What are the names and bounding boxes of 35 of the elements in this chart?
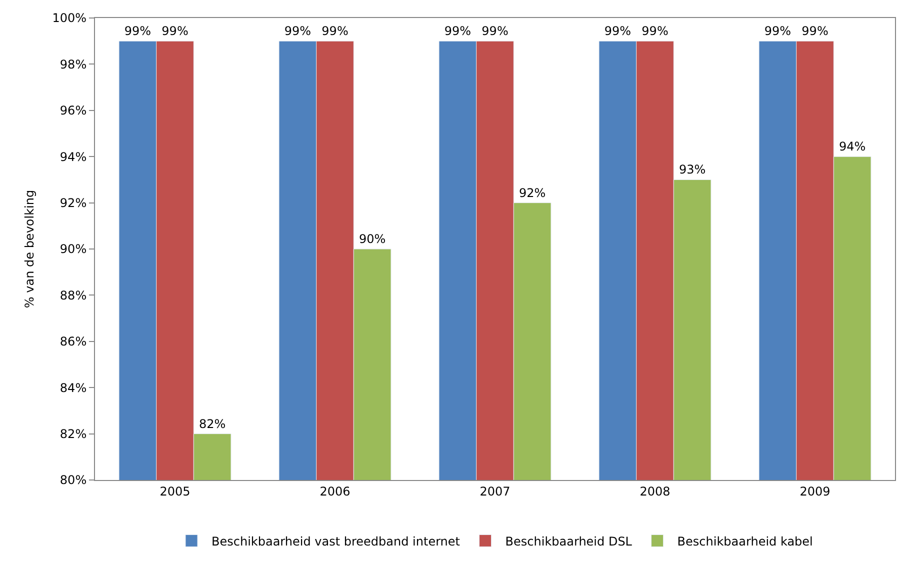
data-label: 93% xyxy=(679,162,706,177)
y-tick-label: 94% xyxy=(60,150,87,164)
data-label: 99% xyxy=(284,24,311,38)
data-label: 99% xyxy=(124,24,151,38)
y-axis-title: % van de bevolking xyxy=(22,190,37,308)
x-tick-label: 2008 xyxy=(640,484,670,498)
data-label: 92% xyxy=(519,186,546,200)
data-label: 99% xyxy=(764,24,791,38)
data-label: 99% xyxy=(642,24,668,38)
data-label: 99% xyxy=(444,24,471,38)
x-tick-label: 2006 xyxy=(320,484,350,498)
data-label: 99% xyxy=(162,24,188,38)
y-tick-label: 86% xyxy=(60,334,87,349)
y-tick-label: 92% xyxy=(60,196,87,210)
y-tick-label: 88% xyxy=(60,288,87,302)
data-label: 99% xyxy=(604,24,631,38)
x-tick-label: 2005 xyxy=(160,484,190,498)
y-tick-label: 100% xyxy=(52,11,87,26)
data-label: 99% xyxy=(482,24,508,38)
legend-label: Beschikbaarheid kabel xyxy=(677,534,813,548)
legend-label: Beschikbaarheid DSL xyxy=(505,534,632,548)
data-label: 94% xyxy=(839,140,866,154)
y-tick-label: 90% xyxy=(60,242,87,256)
y-tick-label: 96% xyxy=(60,104,87,118)
y-tick-label: 80% xyxy=(60,473,87,488)
x-tick-label: 2009 xyxy=(800,484,830,498)
y-tick-label: 98% xyxy=(60,57,87,72)
data-label: 99% xyxy=(802,24,828,38)
data-label: 99% xyxy=(322,24,348,38)
data-label: 82% xyxy=(199,416,226,431)
data-label: 90% xyxy=(359,232,386,246)
x-tick-label: 2007 xyxy=(480,484,510,498)
y-tick-label: 84% xyxy=(60,380,87,395)
legend-label: Beschikbaarheid vast breedband internet xyxy=(212,534,460,548)
y-tick-label: 82% xyxy=(60,427,87,441)
